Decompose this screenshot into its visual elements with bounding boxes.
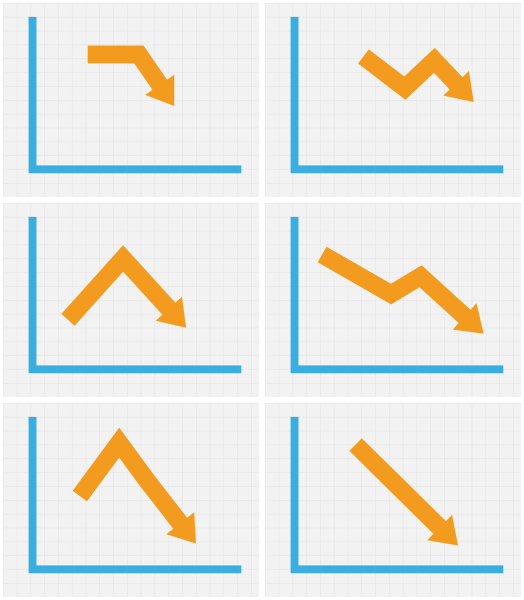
chart-svg xyxy=(3,203,259,397)
infographic-grid xyxy=(0,0,524,600)
chart-svg xyxy=(265,203,521,397)
chart-svg xyxy=(3,3,259,197)
panel-middle-left xyxy=(0,200,262,400)
chart-svg xyxy=(265,403,521,597)
panel-top-left xyxy=(0,0,262,200)
panel-middle-right xyxy=(262,200,524,400)
panel-top-right xyxy=(262,0,524,200)
chart-svg xyxy=(265,3,521,197)
panel-bottom-left xyxy=(0,400,262,600)
panel-bottom-right xyxy=(262,400,524,600)
chart-svg xyxy=(3,403,259,597)
